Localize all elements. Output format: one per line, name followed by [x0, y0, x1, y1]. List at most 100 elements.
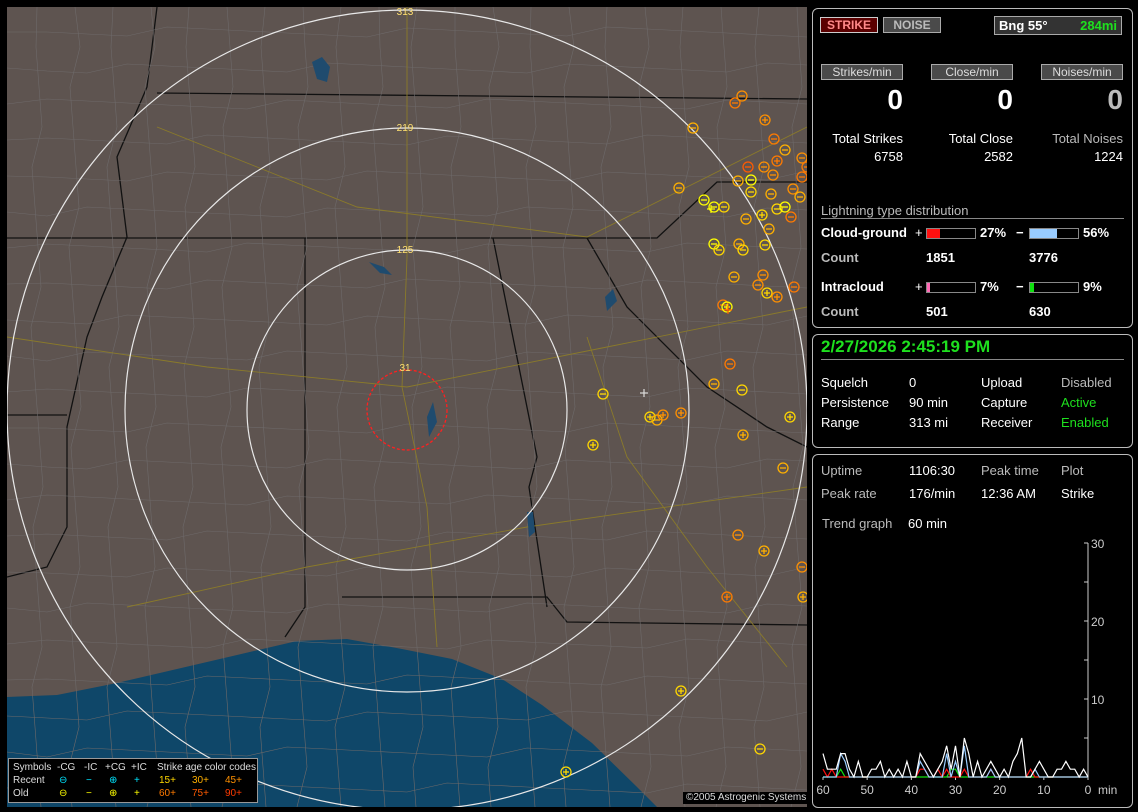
x-tick-label: 50	[860, 783, 874, 797]
positive-cg-strike-icon	[721, 591, 733, 603]
intracloud-label: Intracloud	[821, 279, 884, 294]
plus-sign: +	[915, 279, 923, 294]
close-per-min-button[interactable]: Close/min	[931, 64, 1013, 80]
positive-ic-strike-icon	[707, 205, 715, 213]
negative-cg-strike-icon	[745, 186, 757, 198]
negative-cg-strike-icon	[796, 171, 807, 183]
positive-ic-strike-icon	[724, 306, 732, 314]
positive-cg-strike-icon	[721, 301, 733, 313]
negative-cg-strike-icon	[687, 122, 699, 134]
x-tick-label: 30	[949, 783, 963, 797]
total-close-label: Total Close	[948, 131, 1013, 146]
strike-button[interactable]: STRIKE	[820, 17, 878, 33]
trend-series-line	[823, 745, 1088, 778]
info-status: Disabled	[1061, 375, 1112, 390]
legend-symbol-icon: ⊖	[59, 788, 68, 799]
info-panel: 2/27/2026 2:45:19 PM Squelch 0 Upload Di…	[812, 334, 1133, 448]
ic-negative-pct: 9%	[1083, 279, 1102, 294]
negative-cg-strike-icon	[713, 244, 725, 256]
bearing-display: Bng 55° 284mi	[994, 16, 1122, 35]
negative-cg-strike-icon	[779, 144, 791, 156]
negative-cg-strike-icon	[785, 211, 797, 223]
ring-label: 31	[399, 363, 411, 374]
trend-series-line	[822, 737, 1089, 779]
x-axis-label: min	[1098, 783, 1117, 797]
total-close: 2582	[984, 149, 1013, 164]
negative-cg-strike-icon	[736, 384, 748, 396]
positive-cg-strike-icon	[771, 291, 783, 303]
legend-symbol-icon: ⊖	[59, 775, 68, 786]
range-rings	[7, 9, 807, 807]
cg-positive-pct: 27%	[980, 225, 1007, 240]
map-canvas: 313 219 125 31	[7, 7, 807, 807]
legend-header: +IC	[131, 762, 147, 773]
plot-mode[interactable]: Strike	[1061, 486, 1095, 501]
legend-symbols-label: Symbols	[13, 762, 52, 773]
county-lines	[7, 7, 807, 807]
peak-time: 12:36 AM	[981, 486, 1036, 501]
stats-panel: Uptime 1106:30 Peak time Plot Peak rate …	[812, 454, 1133, 808]
strike-map[interactable]: 313 219 125 31 Symbols -CG -IC +CG +IC S…	[7, 7, 807, 807]
info-key: Range	[821, 415, 860, 430]
negative-cg-strike-icon	[745, 174, 757, 186]
negative-cg-strike-icon	[777, 462, 789, 474]
positive-cg-strike-icon	[675, 685, 687, 697]
ic-negative-bar	[1029, 282, 1079, 293]
ic-positive-bar	[926, 282, 976, 293]
legend-symbol-icon: −	[86, 775, 92, 786]
info-status: Active	[1061, 395, 1097, 410]
strike-markers	[560, 90, 807, 778]
distance: 284mi	[1080, 18, 1117, 33]
positive-cg-strike-icon	[771, 155, 783, 167]
negative-cg-strike-icon	[767, 169, 779, 181]
negative-cg-strike-icon	[729, 97, 741, 109]
strikes-per-min-button[interactable]: Strikes/min	[821, 64, 903, 80]
y-tick-label: 20	[1091, 615, 1105, 629]
legend-header: -CG	[57, 762, 76, 773]
roads	[7, 7, 807, 668]
positive-cg-strike-icon	[758, 545, 770, 557]
plus-sign: +	[915, 225, 923, 240]
legend-header: +CG	[105, 762, 126, 773]
peak-rate-label: Peak rate	[821, 486, 877, 501]
noises-per-min-button[interactable]: Noises/min	[1041, 64, 1123, 80]
info-key: Squelch	[821, 375, 868, 390]
ring-label: 219	[397, 123, 414, 134]
positive-cg-strike-icon	[587, 439, 599, 451]
positive-cg-strike-icon	[797, 591, 807, 603]
positive-cg-strike-icon	[759, 114, 771, 126]
positive-cg-strike-icon	[737, 429, 749, 441]
lakes	[312, 57, 617, 537]
info-key: Capture	[981, 395, 1028, 410]
cg-count-label: Count	[821, 250, 859, 265]
ic-positive-pct: 7%	[980, 279, 999, 294]
negative-cg-strike-icon	[673, 182, 685, 194]
info-value: 0	[909, 375, 917, 390]
copyright: ©2005 Astrogenic Systems	[683, 792, 807, 804]
info-key: Receiver	[981, 415, 1033, 430]
legend-old-label: Old	[13, 788, 29, 799]
noise-button[interactable]: NOISE	[883, 17, 941, 33]
ic-count-label: Count	[821, 304, 859, 319]
legend-age-code: 90+	[225, 788, 242, 799]
negative-cg-strike-icon	[733, 238, 745, 250]
negative-cg-strike-icon	[732, 529, 744, 541]
minus-sign: −	[1016, 225, 1024, 240]
x-tick-label: 60	[816, 783, 830, 797]
legend-symbol-icon: −	[86, 788, 92, 799]
negative-cg-strike-icon	[752, 279, 764, 291]
cg-positive-count: 1851	[926, 250, 955, 265]
ic-negative-count: 630	[1029, 304, 1051, 319]
trend-chart: 10 20 30 60 50 40 30 20 10 0 min	[816, 537, 1117, 797]
negative-cg-strike-icon	[796, 152, 807, 164]
strikes-per-min-value: 0	[887, 84, 903, 115]
legend-age-code: 45+	[225, 775, 242, 786]
ic-positive-count: 501	[926, 304, 948, 319]
datetime: 2/27/2026 2:45:19 PM	[821, 337, 1124, 360]
ring-label: 125	[397, 245, 414, 256]
info-value: 90 min	[909, 395, 949, 410]
negative-cg-strike-icon	[708, 378, 720, 390]
bearing: Bng 55°	[999, 18, 1048, 33]
legend-symbol-icon: ⊕	[109, 788, 118, 799]
negative-cg-strike-icon	[698, 194, 710, 206]
